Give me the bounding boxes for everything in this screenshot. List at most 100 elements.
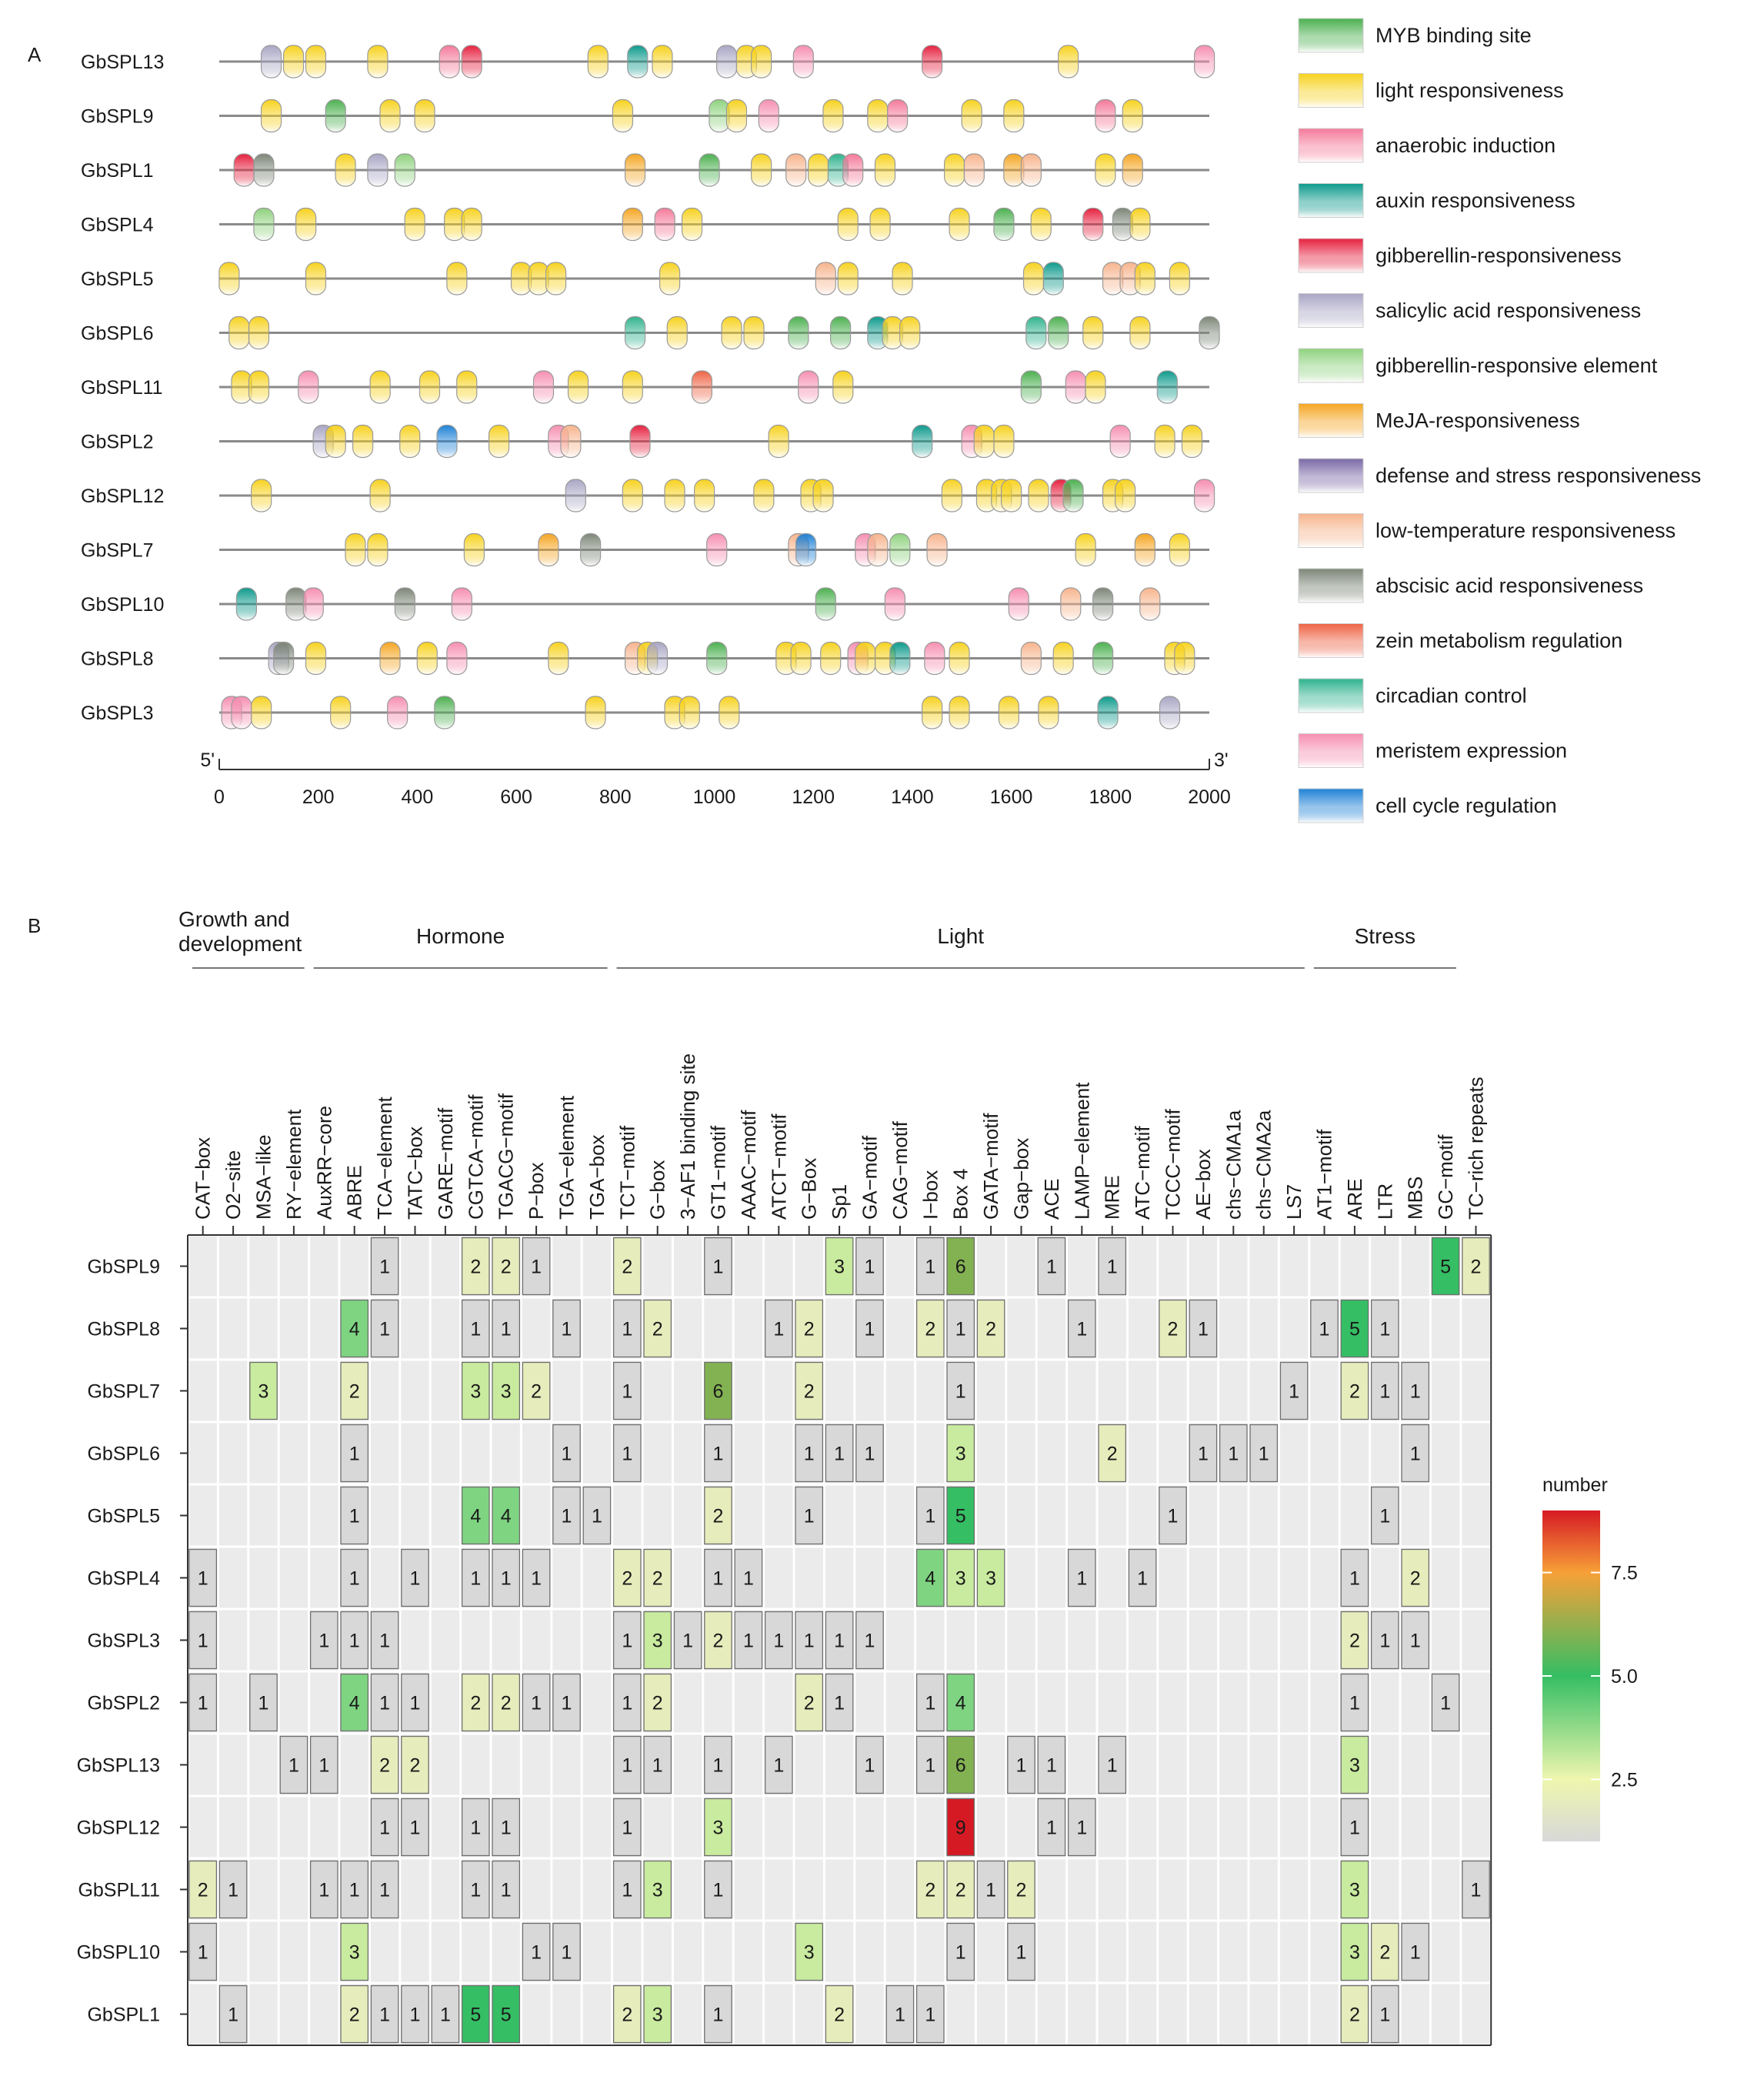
element-light-responsiveness <box>751 45 772 78</box>
element-light-responsiveness <box>666 315 688 350</box>
heatmap-cell <box>915 1860 945 1919</box>
cell-value: 1 <box>440 2005 451 2026</box>
element-light-responsiveness <box>832 370 854 404</box>
element-low-temperature-responsiveness <box>926 532 948 567</box>
x-tick-label: 1200 <box>792 786 835 808</box>
element-light-responsiveness <box>352 424 374 459</box>
cell-value: 1 <box>925 1257 935 1278</box>
cell-value: 1 <box>1198 1444 1209 1465</box>
element-light-responsiveness <box>941 479 962 512</box>
heatmap-cell <box>915 1237 945 1296</box>
element-meja-responsiveness <box>1134 532 1155 567</box>
cell-value: 2 <box>198 1880 208 1901</box>
heatmap-cell <box>612 1299 642 1358</box>
column-label-at1-motif: AT1−motif <box>1313 1129 1336 1220</box>
element-light-responsiveness <box>1082 315 1104 350</box>
heatmap-cell <box>612 1798 642 1857</box>
element-abscisic-acid-responsiveness <box>253 153 275 187</box>
element-light-responsiveness <box>379 98 401 133</box>
cell-value: 1 <box>713 1755 724 1777</box>
element-light-responsiveness <box>567 370 589 404</box>
element-meja-responsiveness <box>624 153 646 187</box>
element-light-responsiveness <box>1115 479 1136 512</box>
heatmap-cell <box>1370 1361 1399 1420</box>
cell-value: 1 <box>379 1319 390 1340</box>
cell-value: 1 <box>622 1755 632 1777</box>
heatmap-cell <box>1037 1237 1066 1296</box>
element-salicylic-acid-responsiveness <box>1159 696 1181 729</box>
cell-value: 1 <box>985 1880 996 1901</box>
heatmap-cell <box>1340 1361 1369 1420</box>
cell-value: 1 <box>622 1631 632 1652</box>
cell-value: 1 <box>652 1755 663 1777</box>
element-light-responsiveness <box>1028 479 1049 512</box>
cell-value: 1 <box>865 1755 875 1777</box>
heatmap-cell <box>340 1424 369 1483</box>
cell-value: 5 <box>1349 1319 1360 1340</box>
cell-value: 1 <box>592 1506 602 1527</box>
cell-value: 1 <box>713 1880 724 1901</box>
element-abscisic-acid-responsiveness <box>394 587 415 621</box>
cell-value: 1 <box>288 1755 299 1777</box>
element-light-responsiveness <box>404 207 425 242</box>
heatmap-cell <box>855 1237 884 1296</box>
cell-value: 2 <box>652 1319 663 1340</box>
cell-value: 1 <box>470 1880 481 1901</box>
element-auxin-responsiveness <box>627 45 649 78</box>
element-light-responsiveness <box>1154 424 1175 459</box>
element-meristem-expression <box>1008 587 1029 621</box>
element-gibberellin-responsiveness <box>461 45 482 78</box>
cell-value: 1 <box>773 1319 784 1340</box>
cell-value: 1 <box>349 1568 360 1590</box>
element-auxin-responsiveness <box>1156 370 1178 404</box>
legend-swatch-salicylic-acid-responsiveness <box>1298 293 1364 328</box>
heatmap-cell <box>370 1673 399 1732</box>
cell-value: 1 <box>743 1568 754 1590</box>
element-gibberellin-responsiveness <box>922 45 943 78</box>
element-light-responsiveness <box>585 696 606 729</box>
cell-value: 1 <box>531 1693 542 1714</box>
column-label-cat-box: CAT−box <box>192 1137 215 1220</box>
element-meristem-expression <box>792 45 814 78</box>
heatmap-cell <box>1401 1922 1430 1981</box>
element-auxin-responsiveness <box>889 641 911 676</box>
heatmap-cell <box>249 1361 278 1420</box>
cell-value: 1 <box>410 2005 421 2026</box>
heatmap-cell <box>340 1299 369 1358</box>
column-label-gap-box: Gap−box <box>1010 1138 1033 1220</box>
row-label-gbspl12: GbSPL12 <box>77 1818 160 1839</box>
x-tick-label: 800 <box>599 786 632 808</box>
cell-value: 1 <box>501 1319 512 1340</box>
heatmap-cell <box>552 1922 581 1981</box>
element-light-responsiveness <box>808 153 829 187</box>
cell-value: 1 <box>470 1319 481 1340</box>
element-light-responsiveness <box>622 370 643 404</box>
legend-swatch-circadian-control <box>1298 678 1364 713</box>
element-abscisic-acid-responsiveness <box>1092 587 1114 621</box>
element-light-responsiveness <box>456 370 478 404</box>
element-light-responsiveness <box>1174 641 1195 676</box>
column-label-ga-motif: GA−motif <box>859 1135 882 1220</box>
element-light-responsiveness <box>943 153 965 187</box>
column-label-cag-motif: CAG−motif <box>889 1120 912 1220</box>
cell-value: 4 <box>349 1693 360 1714</box>
cell-value: 1 <box>1198 1319 1209 1340</box>
heatmap-cell <box>734 1548 763 1607</box>
element-light-responsiveness <box>260 98 282 133</box>
cell-value: 1 <box>834 1444 845 1465</box>
element-circadian-control <box>1025 315 1047 350</box>
cell-value: 1 <box>1076 1319 1087 1340</box>
x-tick-label: 0 <box>214 786 225 808</box>
heatmap-cell <box>1431 1237 1460 1296</box>
legend-label-meja-responsiveness: MeJA-responsiveness <box>1376 409 1580 432</box>
heatmap-cell <box>612 1424 642 1483</box>
column-label-tatc-box: TATC−box <box>404 1127 427 1220</box>
element-myb-binding-site <box>815 587 836 621</box>
heatmap-cell <box>704 1798 732 1857</box>
element-light-responsiveness <box>1030 207 1052 242</box>
cell-value: 3 <box>652 1880 663 1901</box>
column-label-gata-motif: GATA−motif <box>979 1113 1002 1220</box>
cell-value: 2 <box>1168 1319 1179 1340</box>
cell-value: 1 <box>1410 1631 1421 1652</box>
cell-value: 2 <box>622 2005 632 2026</box>
